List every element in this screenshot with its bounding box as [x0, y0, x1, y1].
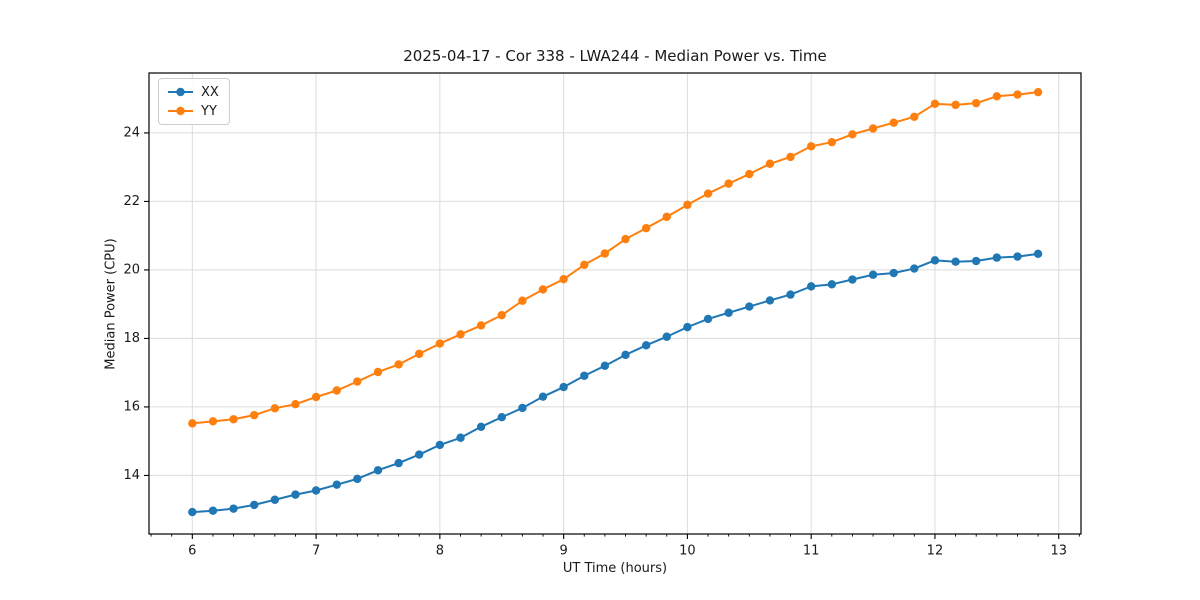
- svg-text:22: 22: [123, 194, 140, 209]
- svg-text:6: 6: [188, 544, 196, 559]
- svg-text:11: 11: [803, 544, 820, 559]
- legend: XX YY: [158, 78, 230, 125]
- legend-item-xx: XX: [167, 83, 219, 101]
- svg-text:24: 24: [123, 125, 140, 140]
- svg-text:13: 13: [1050, 544, 1067, 559]
- legend-item-yy: YY: [167, 102, 219, 120]
- svg-text:8: 8: [436, 544, 444, 559]
- svg-text:10: 10: [679, 544, 696, 559]
- svg-text:16: 16: [123, 399, 140, 414]
- svg-text:12: 12: [927, 544, 944, 559]
- x-axis-label: UT Time (hours): [562, 561, 668, 576]
- legend-label-xx: XX: [201, 84, 219, 100]
- svg-text:7: 7: [312, 544, 320, 559]
- legend-swatch-yy-icon: [168, 106, 193, 116]
- svg-text:9: 9: [559, 544, 567, 559]
- chart-title: 2025-04-17 - Cor 338 - LWA244 - Median P…: [403, 47, 827, 65]
- svg-text:18: 18: [123, 331, 140, 346]
- legend-label-yy: YY: [201, 103, 217, 119]
- legend-swatch-xx-icon: [168, 87, 193, 97]
- svg-text:20: 20: [123, 262, 140, 277]
- svg-text:14: 14: [123, 468, 140, 483]
- y-axis-label: Median Power (CPU): [103, 238, 119, 370]
